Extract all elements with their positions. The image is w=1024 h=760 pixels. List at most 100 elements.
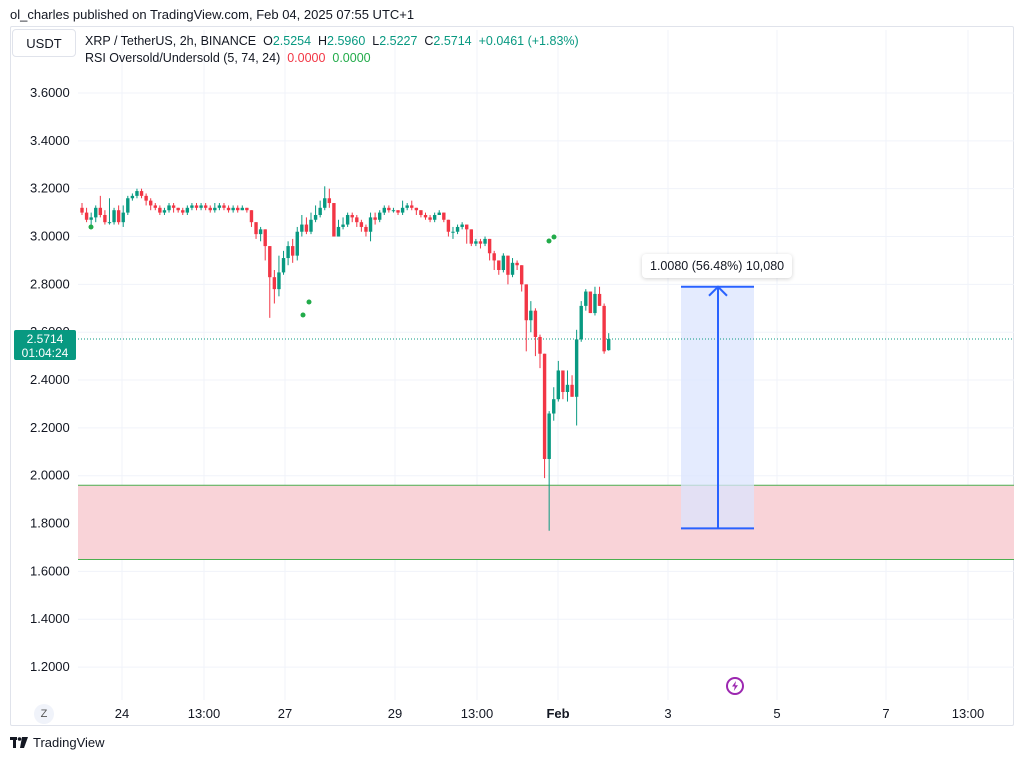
- y-axis-label: 2.0000: [30, 468, 70, 483]
- x-axis-label: 24: [115, 706, 129, 721]
- candle-body: [561, 370, 565, 392]
- candle-body: [89, 217, 93, 220]
- candle-body: [574, 339, 579, 397]
- candle-body: [419, 210, 423, 215]
- candle-body: [341, 224, 345, 227]
- candle-body: [190, 205, 194, 208]
- candle-body: [332, 203, 336, 237]
- last-price-tag: 2.5714 01:04:24: [14, 330, 76, 360]
- candle-body: [428, 217, 432, 220]
- candle-body: [391, 210, 396, 212]
- x-axis-label: 5: [773, 706, 780, 721]
- indicator-title[interactable]: RSI Oversold/Undersold (5, 74, 24): [85, 51, 281, 65]
- indicator-legend-row: RSI Oversold/Undersold (5, 74, 24) 0.000…: [85, 50, 579, 67]
- indicator-value-1: 0.0000: [287, 51, 326, 65]
- candle-body: [446, 219, 451, 232]
- flash-icon[interactable]: [726, 677, 744, 695]
- candle-body: [336, 226, 341, 237]
- candle-body: [213, 207, 217, 211]
- measure-arrow-head: [708, 285, 728, 297]
- candle-body: [295, 231, 299, 256]
- indicator-value-2: 0.0000: [332, 51, 371, 65]
- candle-body: [465, 224, 469, 230]
- candle-body: [474, 241, 478, 244]
- candle-body: [194, 205, 199, 208]
- candle-body: [281, 258, 286, 273]
- candle-body: [162, 210, 167, 213]
- candle-body: [226, 207, 231, 211]
- candle-body: [515, 262, 519, 266]
- candle-body: [451, 231, 455, 233]
- chart-legend: XRP / TetherUS, 2h, BINANCE O2.5254 H2.5…: [85, 33, 579, 67]
- high-value: 2.5960: [327, 34, 366, 48]
- close-value: 2.5714: [433, 34, 472, 48]
- candle-body: [107, 222, 112, 224]
- candle-body: [602, 305, 606, 352]
- candle-body: [533, 310, 538, 337]
- candle-body: [144, 195, 148, 201]
- candle-body: [597, 293, 602, 306]
- y-axis-label: 3.2000: [30, 181, 70, 196]
- candle-body: [304, 224, 309, 232]
- candle-body: [529, 310, 533, 321]
- candle-body: [469, 229, 473, 244]
- candle-body: [382, 207, 386, 213]
- candle-body: [121, 212, 125, 223]
- symbol-legend-row: XRP / TetherUS, 2h, BINANCE O2.5254 H2.5…: [85, 34, 579, 48]
- symbol-title[interactable]: XRP / TetherUS, 2h, BINANCE: [85, 34, 257, 48]
- candle-body: [378, 212, 382, 220]
- candle-body: [327, 198, 332, 204]
- candle-body: [130, 195, 135, 199]
- x-axis-label: 29: [388, 706, 402, 721]
- candle-body: [158, 207, 162, 213]
- candle-body: [268, 246, 272, 278]
- candle-body: [350, 214, 354, 218]
- candle-body: [112, 210, 116, 223]
- candle-body: [199, 205, 203, 208]
- candle-body: [203, 205, 208, 208]
- y-axis-label: 1.2000: [30, 659, 70, 674]
- candle-body: [552, 399, 556, 414]
- candle-body: [126, 198, 130, 213]
- candle-body: [519, 265, 524, 285]
- candle-body: [94, 207, 98, 218]
- y-axis-label: 1.6000: [30, 563, 70, 578]
- candle-body: [584, 291, 588, 306]
- auto-scale-z-button[interactable]: Z: [34, 704, 54, 724]
- candle-body: [323, 198, 327, 208]
- candle-body: [565, 384, 570, 392]
- candle-body: [116, 210, 121, 223]
- candle-body: [181, 210, 185, 213]
- rsi-signal-dot: [88, 224, 94, 230]
- candle-body: [368, 217, 373, 232]
- candle-body: [345, 214, 350, 225]
- candle-body: [510, 262, 515, 275]
- candle-body: [538, 336, 542, 354]
- y-axis-label: 3.4000: [30, 133, 70, 148]
- candle-body: [313, 214, 318, 220]
- chart-frame: [10, 26, 1014, 726]
- candle-body: [410, 205, 414, 208]
- candle-body: [364, 226, 368, 232]
- candle-body: [277, 272, 281, 290]
- candle-body: [547, 413, 551, 459]
- candle-body: [318, 207, 322, 215]
- y-axis-label: 1.4000: [30, 611, 70, 626]
- candle-body: [396, 210, 400, 213]
- measure-tool-label: 1.0080 (56.48%) 10,080: [642, 254, 793, 278]
- candle-body: [135, 191, 139, 196]
- candle-body: [593, 293, 597, 314]
- published-line: ol_charles published on TradingView.com,…: [10, 7, 415, 22]
- candle-body: [497, 260, 501, 271]
- candle-body: [231, 207, 235, 211]
- candle-body: [387, 207, 391, 211]
- tradingview-logo[interactable]: TradingView: [10, 735, 105, 750]
- candle-body: [442, 212, 446, 220]
- candle-body: [355, 217, 359, 223]
- candle-body: [506, 255, 510, 275]
- candle-body: [258, 229, 263, 235]
- last-price: 2.5714: [26, 332, 64, 346]
- currency-button[interactable]: USDT: [12, 29, 76, 57]
- rsi-signal-dot: [306, 299, 312, 305]
